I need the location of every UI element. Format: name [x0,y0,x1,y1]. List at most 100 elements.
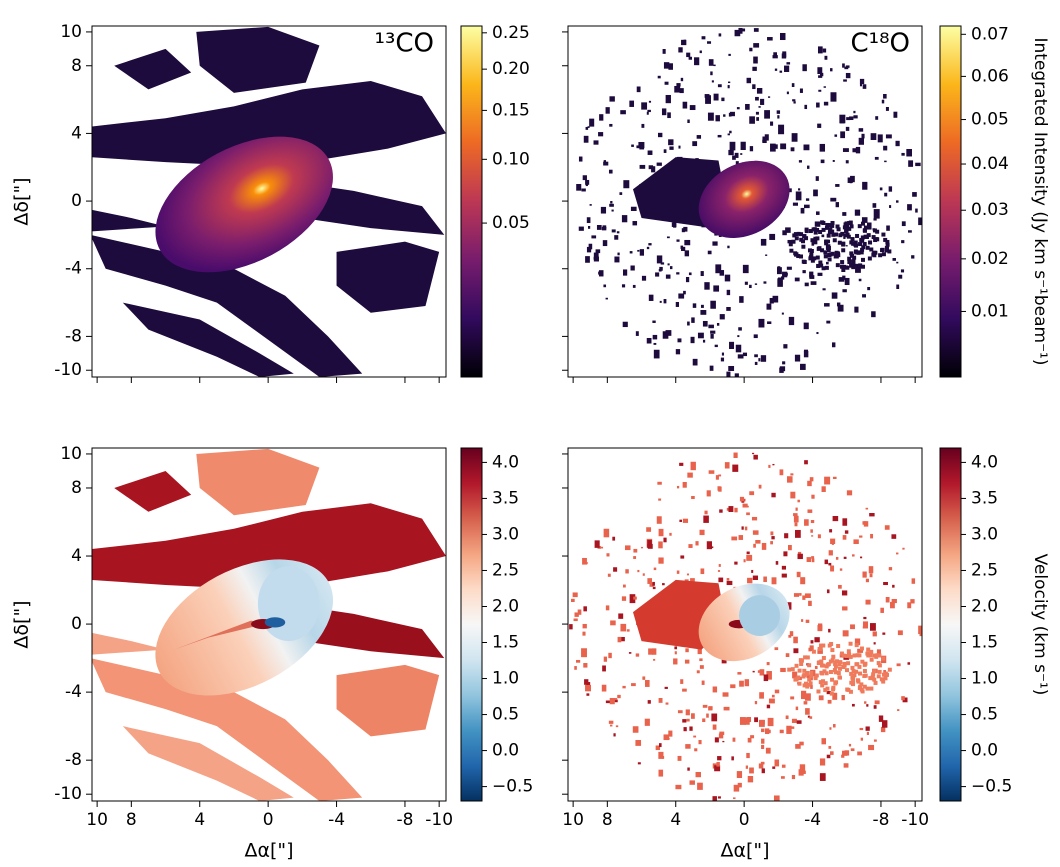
emission-pixel [842,606,848,611]
emission-pixel [910,599,915,604]
emission-pixel [753,543,756,548]
emission-pixel [827,230,832,235]
emission-pixel [872,669,877,674]
emission-pixel [831,654,836,659]
emission-pixel [675,784,682,790]
emission-pixel [647,578,653,584]
emission-pixel [663,734,670,741]
emission-pixel [817,625,822,631]
emission-pixel [805,655,810,660]
emission-pixel [846,687,851,692]
emission-pixel [768,464,771,468]
emission-pixel [857,751,862,756]
emission-pixel [866,653,871,658]
emission-pixel [714,344,718,348]
emission-pixel [741,28,746,32]
emission-pixel [785,715,789,720]
emission-pixel [826,754,831,759]
emission-pixel [656,162,662,166]
emission-pixel [810,529,813,533]
emission-pixel [679,462,684,466]
emission-pixel [792,99,796,102]
emission-pixel [830,751,834,755]
emission-pixel [734,152,739,158]
emission-pixel [727,81,731,84]
emission-pixel [585,179,590,185]
emission-pixel [861,245,866,250]
emission-pixel [825,662,830,667]
emission-pixel [729,341,735,349]
colorbar-label: Velocity (km s⁻¹) [1030,554,1050,696]
emission-pixel [646,527,652,532]
emission-pixel [848,689,853,694]
emission-pixel [692,141,698,147]
emission-pixel [781,53,787,59]
x-tick-label: -4 [804,810,821,830]
emission-pixel [885,596,890,603]
emission-pixel [801,239,806,244]
emission-pixel [761,768,765,774]
emission-pixel [573,618,578,622]
emission-pixel [651,166,656,173]
emission-pixel [783,344,788,349]
emission-pixel [718,577,724,583]
emission-pixel [702,704,708,708]
emission-pixel [614,235,619,240]
emission-pixel [861,133,865,139]
emission-pixel [883,145,888,151]
emission-pixel [881,99,885,104]
emission-pixel [728,506,734,512]
emission-pixel [817,660,822,665]
emission-pixel [582,623,587,629]
emission-pixel [774,689,780,694]
emission-pixel [601,226,607,231]
emission-pixel [828,659,833,664]
emission-pixel [602,665,606,672]
emission-pixel [830,538,836,545]
emission-pixel [671,222,677,227]
emission-pixel [828,669,833,674]
emission-pixel [761,738,765,744]
emission-pixel [785,653,790,657]
emission-pixel [704,282,710,290]
emission-pixel [718,733,724,739]
emission-pixel [572,592,578,598]
emission-pixel [811,227,816,232]
y-tick-label: 10 [60,22,82,42]
emission-pixel [809,674,814,679]
emission-pixel [653,658,656,661]
emission-pixel [724,274,731,282]
emission-pixel [879,187,883,191]
y-tick-label: 4 [71,546,82,566]
emission-pixel [844,653,849,658]
emission-pixel [906,148,912,157]
emission-pixel [846,117,851,121]
emission-pixel [874,237,879,242]
emission-pixel [777,266,781,271]
emission-pixel [587,126,590,128]
colorbar-tick-label: −0.5 [492,777,533,797]
emission-pixel [706,713,709,718]
emission-pixel [663,149,667,153]
x-tick-label: 10 [562,810,584,830]
x-tick-label: 0 [739,810,750,830]
emission-pixel [704,510,708,515]
emission-pixel [872,631,877,637]
emission-pixel [774,759,780,767]
emission-pixel [741,526,744,530]
emission-pixel [653,349,660,359]
emission-pixel [677,710,683,714]
emission-pixel [797,553,803,560]
emission-pixel [781,276,785,280]
emission-pixel [663,299,667,304]
emission-pixel [887,667,892,672]
colorbar-tick-label: 4.0 [971,452,998,472]
emission-pixel [788,634,792,638]
emission-pixel [872,677,877,682]
emission-pixel [758,106,761,108]
emission-pixel [617,252,620,256]
emission-pixel [787,239,793,244]
emission-pixel [830,648,835,653]
emission-pixel [614,256,620,263]
emission-pixel [820,679,825,684]
